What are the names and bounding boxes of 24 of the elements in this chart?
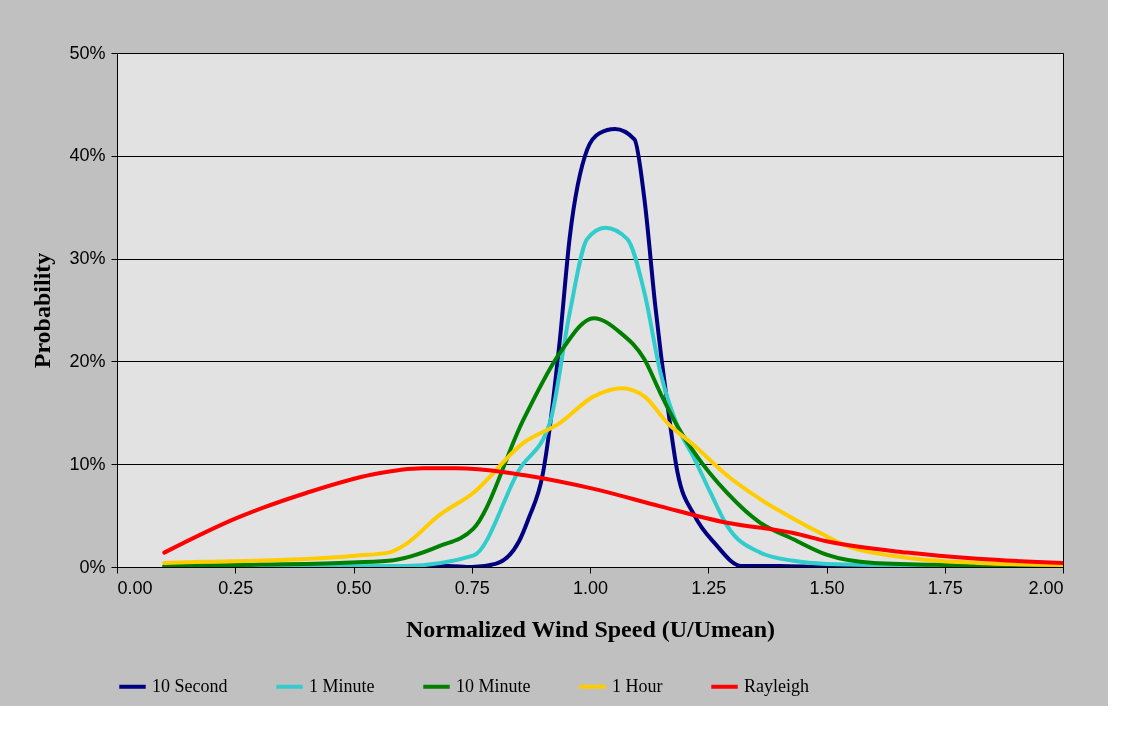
x-tick-label: 0.75 [454,577,490,598]
y-tick-label: 0% [79,556,106,577]
line-series [162,466,1063,565]
x-tick-label: 1.00 [572,577,609,598]
x-tick-label: 0.00 [117,577,153,598]
legend-label: 1 Hour [612,675,663,696]
y-tick-label: 50% [69,42,106,63]
y-axis-title: Probability [29,252,56,369]
legend-label: 10 Second [152,675,228,696]
x-tick-label: 1.75 [927,577,963,598]
x-tick-label: 2.00 [1028,577,1064,598]
x-tick-label: 1.50 [809,577,845,598]
x-tick-label: 0.25 [218,577,254,598]
x-tick-label: 1.25 [691,577,727,598]
legend-label: 1 Minute [309,675,375,696]
x-axis-title: Normalized Wind Speed (U/Umean) [405,615,776,642]
legend-label: 10 Minute [456,675,531,696]
legend-label: Rayleigh [744,675,809,696]
x-tick-label: 0.50 [336,577,372,598]
y-tick-label: 10% [69,453,106,474]
y-tick-label: 40% [69,145,106,166]
y-tick-label: 20% [69,350,106,371]
y-tick-label: 30% [69,248,106,269]
line-series [162,386,1063,567]
